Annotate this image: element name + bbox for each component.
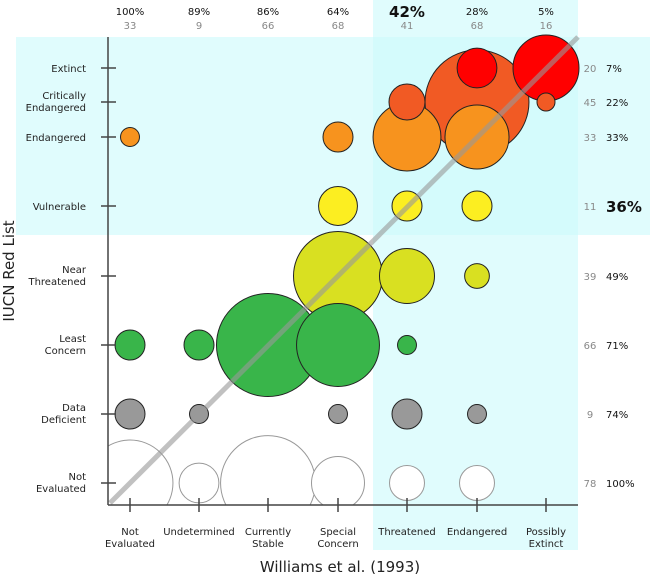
x-tick-label: Threatened <box>377 527 436 538</box>
y-tick-label: Data Deficient <box>41 403 86 426</box>
bubble-not-evaluated-special-concern <box>311 456 365 505</box>
y-tick-label-line: Data <box>62 403 86 414</box>
bubble-endangered-special-concern <box>322 121 354 153</box>
bubble-not-evaluated-threatened <box>389 465 425 501</box>
column-count: 9 <box>196 21 202 32</box>
y-tick-label-line: Endangered <box>26 133 86 144</box>
y-tick-label-line: Critically <box>42 91 86 102</box>
row-percent: 74% <box>606 410 628 421</box>
row-percent: 33% <box>606 133 628 144</box>
x-tick-label: Undetermined <box>163 527 235 538</box>
bubble-least-concern-special-concern <box>296 303 380 387</box>
bubble-least-concern-threatened <box>397 335 417 355</box>
y-tick-label-line: Near <box>62 265 87 276</box>
x-tick-label-line: Threatened <box>377 527 436 538</box>
row-percent: 36% <box>606 198 642 216</box>
row-percent: 7% <box>606 64 622 75</box>
y-tick-label-line: Vulnerable <box>33 202 86 213</box>
y-tick-label-line: Threatened <box>27 277 86 288</box>
y-tick-label: Extinct <box>51 64 86 75</box>
y-tick-label: Near Threatened <box>27 265 86 288</box>
column-percent: 89% <box>188 7 210 18</box>
y-tick-label-line: Deficient <box>41 415 86 426</box>
bubble-critically-endangered-possibly-extinct <box>536 92 556 112</box>
y-tick-label-line: Not <box>68 472 86 483</box>
y-tick-label-line: Least <box>59 334 86 345</box>
y-tick-label-line: Endangered <box>26 103 86 114</box>
column-percent: 42% <box>389 3 425 21</box>
column-count: 68 <box>332 21 345 32</box>
column-count: 33 <box>124 21 137 32</box>
y-tick-label: Not Evaluated <box>36 472 86 495</box>
row-count: 78 <box>584 479 597 490</box>
y-tick-label: Least Concern <box>45 334 86 357</box>
column-percent: 100% <box>116 7 145 18</box>
column-count: 68 <box>471 21 484 32</box>
bubble-extinct-endangered <box>456 47 498 89</box>
bubble-vulnerable-special-concern <box>318 186 358 226</box>
column-percent: 86% <box>257 7 279 18</box>
x-tick-label-line: Not <box>121 527 139 538</box>
column-percent: 64% <box>327 7 349 18</box>
x-tick-label-line: Stable <box>252 539 284 550</box>
x-tick-label-line: Special <box>320 527 356 538</box>
column-percent: 5% <box>538 7 554 18</box>
x-tick-label-line: Possibly <box>526 527 566 538</box>
x-tick-label: Special Concern <box>317 527 358 550</box>
x-tick-label: Endangered <box>447 527 507 538</box>
x-tick-label-line: Concern <box>317 539 358 550</box>
diagonal-reference-line <box>108 35 580 505</box>
bubble-near-threatened-endangered <box>464 263 490 289</box>
bubble-near-threatened-threatened <box>379 248 435 304</box>
bubble-data-deficient-endangered <box>467 404 487 424</box>
bubble-not-evaluated-currently-stable <box>220 435 316 505</box>
x-tick-label: Currently Stable <box>245 527 291 550</box>
y-tick-label: Critically Endangered <box>26 91 86 114</box>
y-tick-label-line: Extinct <box>51 64 86 75</box>
x-tick-label-line: Undetermined <box>163 527 235 538</box>
y-tick-label: Endangered <box>26 133 86 144</box>
bubble-least-concern-undetermined <box>183 329 215 361</box>
x-tick-label: Possibly Extinct <box>526 527 566 550</box>
column-percent: 28% <box>466 7 488 18</box>
row-percent: 22% <box>606 98 628 109</box>
row-count: 11 <box>584 202 597 213</box>
x-tick-label-line: Currently <box>245 527 291 538</box>
column-count: 41 <box>401 21 414 32</box>
x-tick-label: Not Evaluated <box>105 527 155 550</box>
row-count: 9 <box>587 410 593 421</box>
x-axis-title: Williams et al. (1993) <box>260 558 420 576</box>
y-tick-label: Vulnerable <box>33 202 86 213</box>
bubble-endangered-not-evaluated <box>120 127 140 147</box>
row-count: 66 <box>584 341 597 352</box>
row-percent: 100% <box>606 479 635 490</box>
y-tick-label-line: Evaluated <box>36 484 86 495</box>
column-count: 66 <box>262 21 275 32</box>
bubble-least-concern-not-evaluated <box>114 329 146 361</box>
column-count: 16 <box>540 21 553 32</box>
bubble-data-deficient-special-concern <box>328 404 348 424</box>
row-count: 20 <box>584 64 597 75</box>
bubble-vulnerable-endangered <box>461 190 493 222</box>
bubble-data-deficient-not-evaluated <box>114 398 146 430</box>
y-tick-label-line: Concern <box>45 346 86 357</box>
bubble-data-deficient-threatened <box>391 398 423 430</box>
x-tick-label-line: Endangered <box>447 527 507 538</box>
bubble-not-evaluated-undetermined <box>178 462 220 504</box>
x-tick-label-line: Evaluated <box>105 539 155 550</box>
bubble-critically-endangered-threatened <box>388 83 426 121</box>
row-count: 45 <box>584 98 597 109</box>
bubble-not-evaluated-endangered <box>459 465 495 501</box>
row-count: 39 <box>584 272 597 283</box>
row-percent: 49% <box>606 272 628 283</box>
row-count: 33 <box>584 133 597 144</box>
row-percent: 71% <box>606 341 628 352</box>
y-axis-title: IUCN Red List <box>0 220 18 321</box>
x-tick-label-line: Extinct <box>529 539 564 550</box>
